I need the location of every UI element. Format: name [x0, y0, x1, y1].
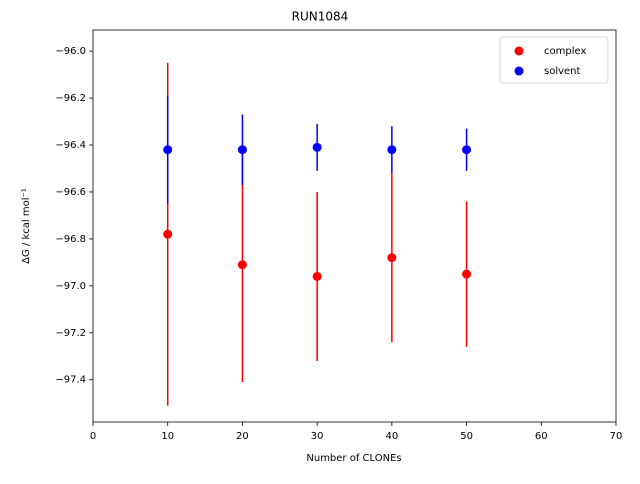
x-tick-label: 10	[161, 431, 174, 442]
y-tick-label: −97.2	[55, 328, 86, 339]
data-point	[237, 260, 247, 270]
y-tick-label: −96.6	[55, 187, 86, 198]
data-point	[462, 269, 472, 279]
chart-title: RUN1084	[292, 10, 349, 24]
y-tick-label: −97.4	[55, 375, 86, 386]
data-point	[163, 229, 173, 239]
legend-marker	[514, 46, 524, 56]
plot-frame	[92, 29, 617, 423]
x-tick-label: 30	[311, 431, 324, 442]
x-tick-label: 20	[236, 431, 249, 442]
x-tick-label: 0	[90, 431, 96, 442]
y-tick-label: −96.2	[55, 93, 86, 104]
x-tick-label: 70	[610, 431, 623, 442]
data-point	[387, 253, 397, 263]
x-tick-label: 50	[460, 431, 473, 442]
y-tick-label: −97.0	[55, 281, 86, 292]
x-axis-label: Number of CLONEs	[306, 453, 401, 464]
y-tick-label: −96.4	[55, 140, 86, 151]
data-point	[163, 145, 173, 155]
legend-label: complex	[544, 46, 586, 57]
x-tick-label: 60	[535, 431, 548, 442]
y-tick-label: −96.8	[55, 234, 86, 245]
data-point	[387, 145, 397, 155]
y-axis-label: ΔG / kcal mol⁻¹	[21, 188, 32, 264]
legend-label: solvent	[544, 66, 581, 77]
legend-marker	[514, 66, 524, 76]
legend-box	[499, 36, 609, 84]
data-point	[312, 271, 322, 281]
data-point	[462, 145, 472, 155]
x-tick-label: 40	[385, 431, 398, 442]
data-point	[237, 145, 247, 155]
y-tick-label: −96.0	[55, 46, 86, 57]
data-point	[312, 142, 322, 152]
